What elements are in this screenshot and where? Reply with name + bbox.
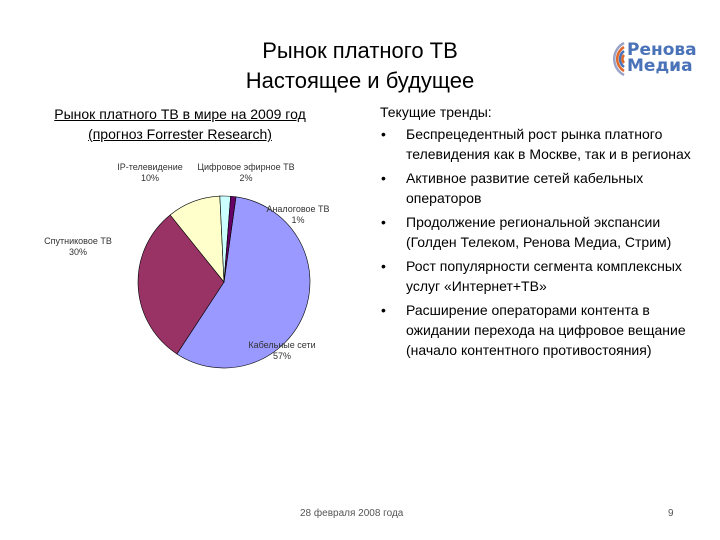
pie-slice-cable bbox=[176, 196, 311, 369]
pie-label: Кабельные сети 57% bbox=[248, 340, 315, 361]
trend-text: Активное развитие сетей кабельных операт… bbox=[406, 170, 644, 206]
page-number: 9 bbox=[668, 508, 674, 519]
renova-media-logo-icon bbox=[613, 41, 626, 77]
pie-label: Цифровое эфирное ТВ 2% bbox=[197, 162, 294, 183]
pie-label: IP-телевидение 10% bbox=[117, 162, 183, 183]
trend-text: Беспрецедентный рост рынка платного теле… bbox=[406, 126, 691, 162]
trend-item: • Расширение операторами контента в ожида… bbox=[380, 300, 700, 360]
pie-chart: Кабельные сети 57% Спутниковое ТВ 30% IP-тел… bbox=[44, 162, 330, 369]
trend-item: • Беспрецедентный рост рынка платного тел… bbox=[380, 124, 700, 164]
logo-text: Ренова Медиа bbox=[627, 40, 697, 76]
trend-text: Продолжение региональной экспансии (Голд… bbox=[406, 214, 672, 250]
trends-list: • Беспрецедентный рост рынка платного тел… bbox=[380, 124, 700, 360]
bullet-icon: • bbox=[381, 170, 386, 186]
trend-text: Рост популярности сегмента комплексных у… bbox=[406, 258, 682, 294]
pie-slice-satellite bbox=[137, 214, 225, 355]
bullet-icon: • bbox=[381, 302, 386, 318]
trends-heading: Текущие тренды: bbox=[380, 104, 492, 120]
trends-section: Текущие тренды: • Беспрецедентный рост ры… bbox=[380, 102, 700, 364]
slide-title-line2: Настоящее и будущее bbox=[245, 68, 475, 93]
footer-date: 28 февраля 2008 года bbox=[300, 508, 404, 519]
trend-item: • Рост популярности сегмента комплексных … bbox=[380, 256, 700, 296]
chart-heading: Рынок платного ТВ в мире на 2009 год (пр… bbox=[54, 106, 306, 142]
pie-label: Аналоговое ТВ 1% bbox=[266, 204, 329, 225]
bullet-icon: • bbox=[381, 126, 386, 142]
pie-label: Спутниковое ТВ 30% bbox=[44, 236, 112, 257]
slide-title-line1: Рынок платного ТВ bbox=[262, 38, 458, 63]
bullet-icon: • bbox=[381, 214, 386, 230]
trend-item: • Продолжение региональной экспансии (Гол… bbox=[380, 212, 700, 252]
slide-title: Рынок платного ТВ Настоящее и будущее bbox=[170, 36, 550, 96]
logo-line1: Ренова bbox=[627, 40, 697, 60]
logo-line2: Медиа bbox=[627, 56, 693, 76]
trend-item: • Активное развитие сетей кабельных опера… bbox=[380, 168, 700, 208]
pie-slice-analog bbox=[223, 195, 237, 283]
trend-text: Расширение операторами контента в ожидан… bbox=[406, 302, 686, 358]
bullet-icon: • bbox=[381, 258, 386, 274]
